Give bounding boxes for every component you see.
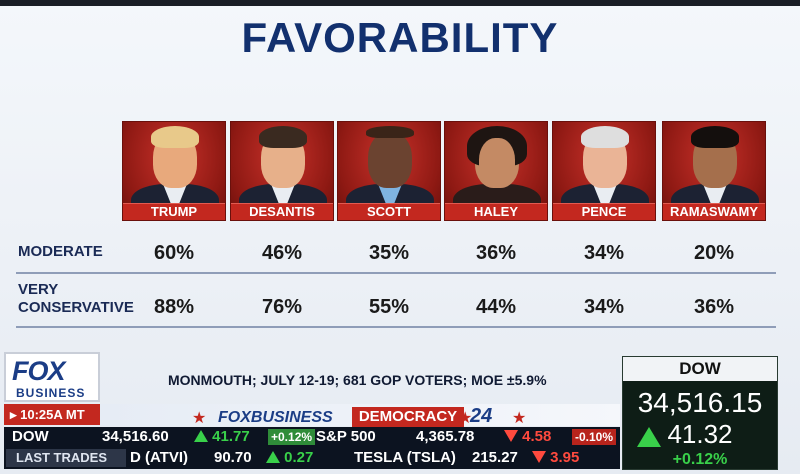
tv-bezel — [0, 0, 800, 6]
band-logo: FOXBUSINESS — [218, 409, 333, 426]
value-cell: 20% — [693, 242, 735, 264]
candidate-name: SCOTT — [338, 203, 440, 220]
candidate-name: PENCE — [553, 203, 655, 220]
value-cell: 34% — [583, 242, 625, 264]
network-logo: FOX BUSINESS — [4, 352, 100, 402]
row-label-very: VERY — [18, 281, 59, 298]
star-icon: ★ — [458, 410, 473, 427]
ticker-dow-value: 34,516.60 — [102, 428, 169, 445]
logo-fox-text: FOX — [12, 356, 66, 386]
candidate-card-pence: PENCE — [552, 121, 656, 221]
time-display: ▸ 10:25A MT — [4, 404, 100, 425]
ticker-tsla-change: 3.95 — [532, 448, 579, 468]
candidate-card-trump: TRUMP — [122, 121, 226, 221]
candidate-name: HALEY — [445, 203, 547, 220]
clock-time: 10:25A MT — [20, 407, 85, 422]
candidate-name: RAMASWAMY — [663, 203, 765, 220]
ticker-atvi-price: 90.70 — [214, 449, 252, 466]
down-arrow-icon — [532, 451, 546, 463]
value-cell: 55% — [368, 296, 410, 318]
down-arrow-icon — [504, 430, 518, 442]
star-icon: ★ — [192, 410, 207, 427]
candidate-name: DESANTIS — [231, 203, 333, 220]
row-divider — [16, 272, 776, 274]
row-label-moderate: MODERATE — [18, 243, 103, 260]
value-cell: 88% — [153, 296, 195, 318]
hair — [259, 126, 307, 148]
dow-summary-box: DOW 34,516.15 41.32 +0.12% — [622, 356, 778, 470]
dow-box-pct: +0.12% — [672, 451, 728, 468]
page-title: FAVORABILITY — [241, 14, 559, 61]
value-cell: 46% — [261, 242, 303, 264]
ticker-dow-label: DOW — [12, 428, 49, 445]
face-front — [479, 138, 515, 186]
ticker-sp-change: 4.58 — [504, 427, 551, 447]
ticker-sp-label: S&P 500 — [316, 428, 376, 445]
market-ticker-stocks — [4, 447, 620, 469]
hair — [581, 126, 629, 148]
last-trades-label: LAST TRADES — [6, 449, 126, 467]
value-cell: 34% — [583, 296, 625, 318]
value-cell: 44% — [475, 296, 517, 318]
up-arrow-icon — [266, 451, 280, 463]
dow-box-label: DOW — [623, 357, 777, 381]
value-cell: 60% — [153, 242, 195, 264]
value-cell: 36% — [475, 242, 517, 264]
ticker-sp-pct: -0.10% — [572, 429, 617, 445]
hair — [151, 126, 199, 148]
democracy-badge: DEMOCRACY — [352, 407, 464, 427]
change-value: 0.27 — [284, 449, 314, 466]
ticker-atvi-change: 0.27 — [266, 448, 313, 468]
play-icon: ▸ — [10, 407, 21, 422]
candidate-name: TRUMP — [123, 203, 225, 220]
candidate-card-haley: HALEY — [444, 121, 548, 221]
row-label-conservative: CONSERVATIVE — [18, 299, 134, 316]
row-divider — [16, 326, 776, 328]
value-cell: 35% — [368, 242, 410, 264]
face — [368, 132, 412, 188]
ticker-dow-pct: +0.12% — [268, 429, 316, 445]
year-badge: 24 — [470, 405, 493, 427]
market-ticker-indices: DOW 34,516.60 41.77 +0.12% S&P 500 4,365… — [4, 427, 620, 447]
candidate-card-desantis: DESANTIS — [230, 121, 334, 221]
ticker-tsla-price: 215.27 — [472, 449, 518, 466]
candidate-card-scott: SCOTT — [337, 121, 441, 221]
candidate-card-ramaswamy: RAMASWAMY — [662, 121, 766, 221]
change-value: 4.58 — [522, 428, 552, 445]
dow-box-change: 41.32 — [667, 419, 733, 449]
up-arrow-icon — [637, 427, 661, 447]
ticker-dow-change: 41.77 — [194, 427, 250, 447]
value-cell: 36% — [693, 296, 735, 318]
ticker-sp-value: 4,365.78 — [416, 428, 475, 445]
ticker-atvi-symbol: D (ATVI) — [130, 449, 189, 466]
change-value: 3.95 — [550, 449, 580, 466]
poll-source: MONMOUTH; JULY 12-19; 681 GOP VOTERS; MO… — [168, 372, 547, 388]
up-arrow-icon — [194, 430, 208, 442]
value-cell: 76% — [261, 296, 303, 318]
hair — [366, 126, 414, 138]
dow-box-value: 34,516.15 — [637, 387, 763, 418]
ticker-tsla-symbol: TESLA (TSLA) — [354, 449, 456, 466]
hair — [691, 126, 739, 148]
star-icon: ★ — [512, 410, 527, 427]
change-value: 41.77 — [212, 428, 250, 445]
logo-business-text: BUSINESS — [16, 386, 86, 400]
